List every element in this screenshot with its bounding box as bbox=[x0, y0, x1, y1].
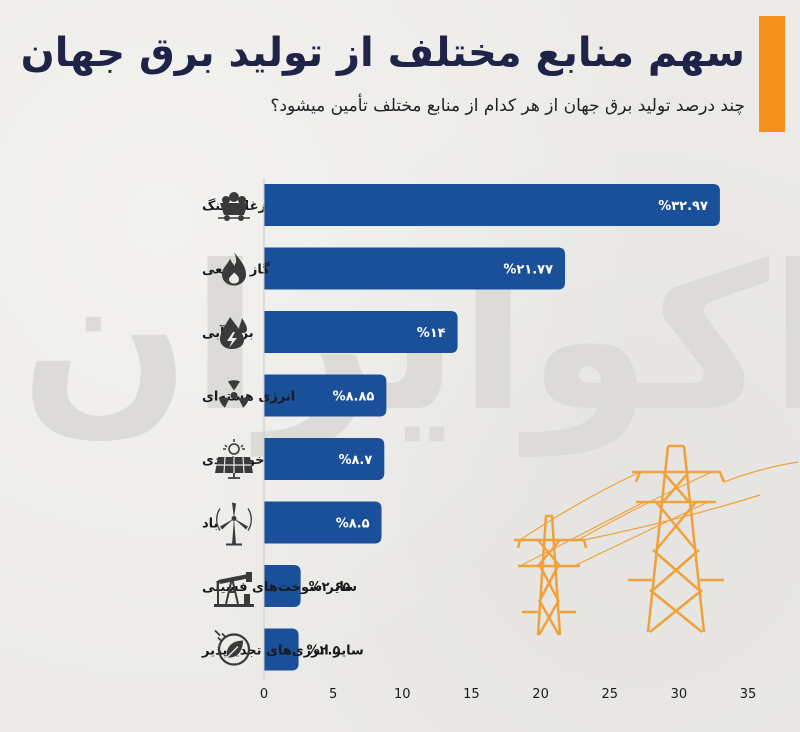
bar-1 bbox=[264, 247, 566, 290]
power-pylon-illustration bbox=[514, 444, 799, 636]
category-label-5: باد bbox=[202, 517, 218, 532]
bar-2 bbox=[264, 311, 458, 353]
x-tick-label-2: 10 bbox=[394, 687, 411, 702]
x-tick-label-7: 35 bbox=[740, 687, 757, 702]
x-tick-label-4: 20 bbox=[532, 687, 549, 702]
category-label-7: سایر انرژی‌های تجدیدپذیر bbox=[201, 644, 364, 659]
value-label-2: %۱۴ bbox=[417, 326, 446, 341]
page-subtitle: چند درصد تولید برق جهان از هر کدام از من… bbox=[270, 96, 745, 116]
x-tick-label-1: 5 bbox=[329, 687, 337, 702]
bar-0 bbox=[264, 184, 720, 226]
flame-icon bbox=[222, 252, 246, 286]
page-title: سهم منابع مختلف از تولید برق جهان bbox=[20, 30, 745, 76]
value-label-5: %۸.۵ bbox=[336, 517, 370, 532]
bar-7 bbox=[264, 628, 299, 671]
value-label-0: %۳۲.۹۷ bbox=[658, 199, 708, 214]
wind-turbine-icon bbox=[215, 501, 253, 546]
value-label-6: %۲.۶۵ bbox=[309, 580, 351, 595]
coal-cart-icon bbox=[217, 191, 251, 222]
x-tick-label-6: 30 bbox=[671, 687, 688, 702]
x-axis: 0 5 10 15 20 25 30 35 bbox=[260, 178, 756, 702]
bar-4 bbox=[264, 438, 385, 480]
value-label-4: %۸.۷ bbox=[338, 453, 372, 468]
category-label-6: سایر سوخت‌های فسیلی bbox=[202, 580, 357, 595]
x-tick-label-3: 15 bbox=[463, 687, 480, 702]
category-label-3: انرژی هسته‌ای bbox=[202, 390, 295, 405]
bar-3 bbox=[264, 374, 387, 417]
bar-5 bbox=[264, 501, 382, 544]
value-label-3: %۸.۸۵ bbox=[333, 390, 375, 405]
value-label-7: %۲.۵ bbox=[307, 644, 341, 659]
bar-6 bbox=[264, 565, 301, 607]
x-tick-label-0: 0 bbox=[260, 687, 268, 702]
x-tick-label-5: 25 bbox=[601, 687, 618, 702]
title-accent-bar bbox=[759, 16, 785, 132]
solar-panel-icon bbox=[214, 438, 254, 479]
value-label-1: %۲۱.۷۷ bbox=[503, 263, 553, 278]
